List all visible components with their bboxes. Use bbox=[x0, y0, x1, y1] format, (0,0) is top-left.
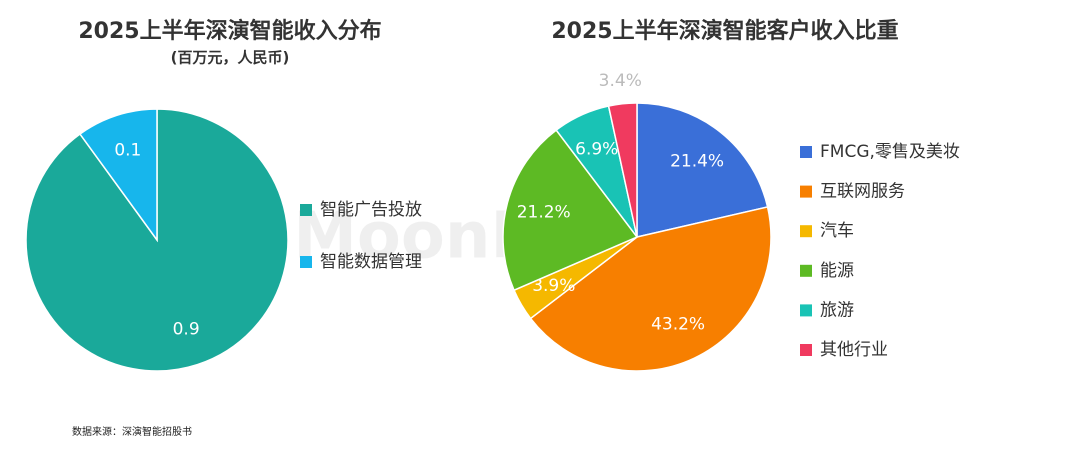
legend-label: FMCG,零售及美妆 bbox=[820, 142, 960, 162]
legend-label: 智能数据管理 bbox=[320, 252, 422, 272]
legend-swatch bbox=[800, 225, 812, 238]
chart-title: 2025上半年深演智能客户收入比重 bbox=[551, 18, 898, 44]
data-label: 21.4% bbox=[670, 152, 724, 172]
legend-swatch bbox=[800, 146, 812, 158]
data-label: 3.9% bbox=[532, 276, 575, 296]
legend-swatch bbox=[300, 204, 312, 216]
chart-title: 2025上半年深演智能收入分布 bbox=[78, 18, 381, 44]
data-label: 6.9% bbox=[575, 139, 618, 159]
legend-label: 汽车 bbox=[820, 221, 854, 241]
pie-slice bbox=[607, 102, 638, 238]
pie-slice bbox=[529, 206, 772, 372]
pie-slice bbox=[78, 108, 158, 243]
legend-swatch bbox=[800, 304, 812, 317]
legend-label: 能源 bbox=[820, 261, 854, 281]
legend-label: 互联网服务 bbox=[820, 182, 905, 202]
data-label: 0.9 bbox=[173, 320, 200, 340]
pie-slice bbox=[636, 102, 769, 238]
legend-swatch bbox=[800, 185, 812, 198]
legend-label: 旅游 bbox=[820, 300, 854, 320]
legend-label: 智能广告投放 bbox=[320, 200, 422, 220]
data-label: 43.2% bbox=[651, 314, 705, 334]
legend-swatch bbox=[800, 344, 812, 356]
legend-swatch bbox=[300, 256, 312, 268]
data-label: 3.4% bbox=[599, 71, 642, 91]
source: 数据来源：深演智能招股书 bbox=[72, 425, 192, 438]
chart-subtitle: (百万元，人民币) bbox=[171, 49, 290, 67]
data-label: 21.2% bbox=[517, 202, 571, 222]
legend-label: 其他行业 bbox=[820, 340, 888, 360]
data-label: 0.1 bbox=[114, 140, 141, 160]
pie-slice bbox=[502, 129, 639, 292]
legend-swatch bbox=[800, 264, 812, 277]
